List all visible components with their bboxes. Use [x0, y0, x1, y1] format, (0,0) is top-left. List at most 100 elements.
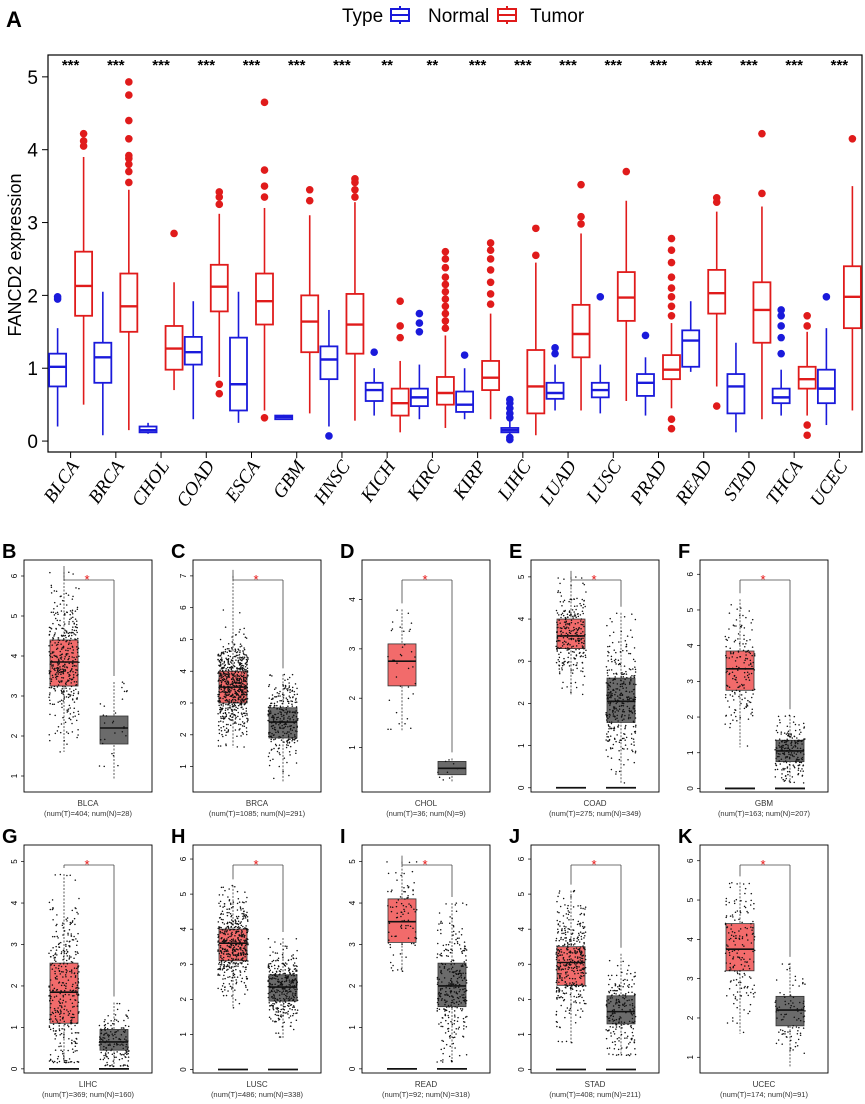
- data-point: [617, 710, 620, 712]
- data-point: [282, 734, 284, 737]
- data-point: [243, 746, 245, 748]
- data-point: [621, 683, 623, 685]
- data-point: [803, 726, 806, 728]
- tumor-points: [217, 609, 249, 748]
- data-point: [568, 943, 570, 946]
- data-point: [401, 943, 403, 945]
- data-point: [791, 740, 793, 742]
- data-point: [745, 654, 747, 656]
- data-point: [620, 630, 622, 633]
- data-point: [278, 708, 281, 710]
- data-point: [268, 978, 271, 980]
- data-point: [55, 1035, 58, 1037]
- data-point: [740, 694, 743, 696]
- data-point: [241, 700, 243, 703]
- data-point: [60, 723, 63, 725]
- data-point: [617, 659, 620, 661]
- data-point: [222, 894, 224, 896]
- data-point: [51, 703, 54, 706]
- data-point: [75, 1038, 78, 1040]
- data-point: [53, 964, 56, 967]
- data-point: [463, 1025, 465, 1027]
- data-point: [77, 1005, 79, 1007]
- data-point: [226, 658, 228, 661]
- data-point: [747, 649, 749, 652]
- data-point: [240, 712, 243, 714]
- data-point: [746, 650, 748, 653]
- data-point: [584, 958, 587, 961]
- panel-letter: H: [171, 826, 185, 848]
- data-point: [294, 1000, 296, 1003]
- outlier-point: [125, 151, 133, 160]
- data-point: [628, 691, 631, 693]
- data-point: [219, 932, 222, 934]
- data-point: [125, 1014, 127, 1016]
- data-point: [785, 733, 788, 735]
- outlier-point: [486, 255, 495, 263]
- data-point: [605, 749, 608, 751]
- data-point: [71, 731, 74, 733]
- box-normal-gbm: [274, 414, 294, 421]
- data-point: [236, 689, 239, 692]
- data-point: [62, 690, 65, 692]
- box-normal-luad: [545, 344, 565, 411]
- data-point: [223, 691, 225, 693]
- data-point: [276, 975, 279, 978]
- data-point: [274, 1013, 277, 1016]
- x-tick-label: BRCA: [84, 457, 129, 508]
- data-point: [585, 591, 587, 593]
- data-point: [54, 642, 56, 644]
- data-point: [286, 963, 288, 965]
- data-point: [127, 1065, 129, 1068]
- data-point: [68, 634, 70, 637]
- data-point: [271, 736, 273, 739]
- data-point: [448, 987, 451, 990]
- data-point: [103, 1020, 106, 1023]
- data-point: [218, 660, 221, 662]
- box-tumor-blca: [74, 129, 94, 405]
- data-point: [68, 957, 71, 959]
- data-point: [73, 681, 76, 683]
- data-point: [234, 701, 236, 704]
- data-point: [782, 753, 785, 755]
- data-point: [221, 957, 223, 960]
- plot-frame: [530, 844, 660, 1074]
- data-point: [453, 991, 456, 993]
- data-point: [123, 727, 125, 729]
- data-point: [50, 964, 52, 966]
- data-point: [282, 685, 285, 687]
- tumor-box: [218, 885, 248, 1009]
- data-point: [396, 662, 398, 664]
- sample-count-caption: (num(T)=92; num(N)=318): [382, 1090, 470, 1099]
- data-point: [70, 642, 73, 645]
- data-point: [228, 983, 231, 985]
- data-point: [55, 989, 58, 991]
- data-point: [621, 747, 624, 750]
- outlier-point: [777, 306, 785, 314]
- data-point: [73, 711, 75, 714]
- data-point: [229, 684, 232, 686]
- data-point: [111, 721, 114, 724]
- data-point: [227, 953, 229, 955]
- data-point: [735, 676, 737, 679]
- data-point: [75, 944, 78, 947]
- data-point: [237, 915, 240, 918]
- data-point: [228, 888, 230, 890]
- box-iqr: [119, 272, 139, 333]
- data-point: [557, 639, 560, 642]
- data-point: [109, 1030, 112, 1033]
- data-point: [295, 990, 297, 993]
- data-point: [238, 667, 240, 670]
- data-point: [788, 757, 791, 760]
- data-point: [737, 669, 739, 671]
- data-point: [241, 731, 244, 734]
- data-point: [284, 962, 287, 964]
- data-point: [281, 953, 284, 956]
- data-point: [561, 662, 564, 664]
- data-point: [219, 949, 222, 952]
- data-point: [461, 994, 463, 996]
- data-point: [75, 989, 77, 992]
- data-point: [575, 616, 577, 619]
- data-point: [240, 980, 243, 983]
